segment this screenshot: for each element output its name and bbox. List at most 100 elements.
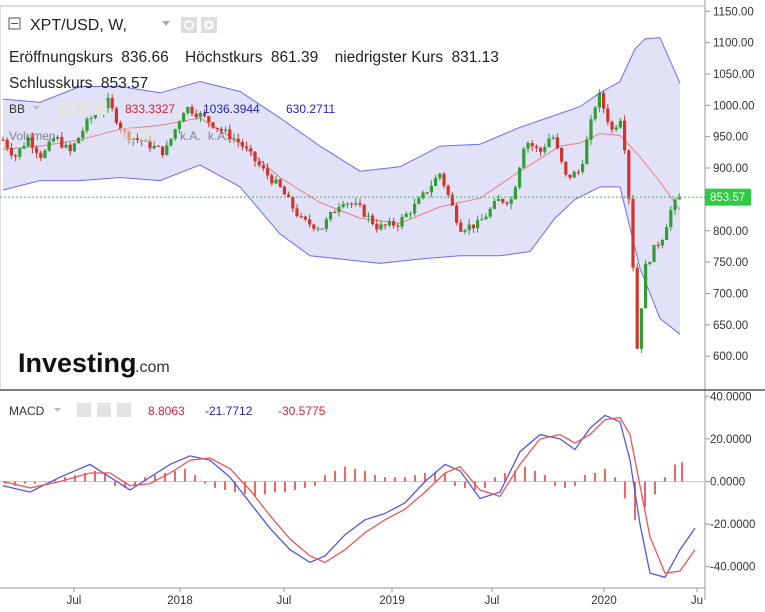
macd-visibility-icon[interactable]: [77, 403, 91, 417]
volume-value-1: k.A.: [180, 129, 201, 143]
low-value: 831.13: [451, 49, 498, 66]
macd-dropdown-icon[interactable]: [54, 408, 61, 412]
candle-body: [635, 267, 639, 349]
collapse-toggle-icon[interactable]: [8, 17, 21, 30]
macd-hist-bar: [274, 481, 276, 493]
candle-body: [341, 204, 345, 207]
candle-body: [148, 139, 152, 149]
candle-body: [60, 137, 64, 148]
candle-body: [161, 146, 165, 155]
macd-hist-bar: [264, 481, 266, 495]
macd-tick-label: -20.0000: [710, 519, 755, 531]
macd-hist-bar: [604, 468, 606, 482]
candle-body: [308, 219, 312, 225]
candle-body: [261, 165, 265, 169]
investing-watermark: Investing .com: [18, 348, 170, 378]
candle-body: [551, 137, 555, 139]
price-tick-label: 900.00: [713, 163, 748, 175]
candle-body: [417, 198, 421, 204]
time-tick-label: Jul: [277, 595, 292, 607]
candle-body: [392, 221, 396, 226]
macd-signal-line: [2, 416, 696, 574]
close-value: 853.57: [101, 75, 148, 92]
macd-hist-bar: [44, 481, 46, 483]
candle-body: [114, 108, 118, 123]
bollinger-middle-line: [2, 117, 681, 224]
candle-body: [463, 230, 467, 232]
macd-hist-bar: [674, 464, 676, 482]
bb-dropdown-icon[interactable]: [33, 106, 40, 110]
time-tick-label: Jul: [485, 595, 500, 607]
volume-remove-icon[interactable]: [140, 128, 154, 142]
macd-signal-value: -21.7712: [205, 404, 253, 418]
candle-body: [677, 197, 681, 200]
macd-remove-icon[interactable]: [117, 403, 131, 417]
candle-body: [442, 173, 446, 186]
macd-hist-bar: [134, 481, 136, 486]
last-price-label: 853.57: [710, 192, 745, 204]
macd-hist-bar: [244, 481, 246, 495]
candle-body: [18, 148, 22, 157]
symbol-dropdown-icon[interactable]: [162, 21, 170, 26]
candle-body: [539, 147, 543, 152]
visibility-icon[interactable]: [181, 17, 197, 33]
price-tick-label: 650.00: [713, 320, 748, 332]
candle-body: [324, 219, 328, 229]
candlestick-series: [1, 89, 681, 353]
candle-body: [211, 122, 215, 128]
candle-body: [572, 171, 576, 178]
volume-settings-icon[interactable]: [120, 128, 134, 142]
candle-body: [236, 138, 240, 143]
candle-body: [350, 203, 354, 205]
macd-hist-bar: [74, 475, 76, 482]
candle-body: [253, 151, 257, 162]
bb-visibility-icon[interactable]: [57, 101, 71, 115]
candle-body: [602, 93, 606, 109]
macd-hist-bar: [294, 481, 296, 490]
macd-hist-bar: [94, 470, 96, 482]
bb-legend-name: BB: [9, 102, 25, 116]
time-axis-ticks: Jul 2018 Jul 2019 Jul 2020 Ju: [67, 588, 703, 607]
open-label: Eröffnungskurs: [9, 49, 113, 66]
candle-body: [194, 113, 198, 117]
svg-text:Eröffnungskurs 836.66: Eröffnungskurs 836.66 Höchstkurs 861.39 …: [9, 49, 499, 66]
bollinger-lower-line: [2, 164, 681, 335]
candle-body: [9, 148, 13, 156]
candle-body: [505, 202, 509, 204]
candle-body: [383, 224, 387, 226]
bb-settings-icon[interactable]: [75, 101, 89, 115]
candle-body: [22, 146, 26, 149]
macd-hist-bar: [194, 475, 196, 482]
settings-gear-icon[interactable]: [201, 17, 217, 33]
candle-body: [413, 203, 417, 214]
macd-hist-bar: [204, 481, 206, 484]
bb-remove-icon[interactable]: [93, 101, 107, 115]
candle-body: [312, 224, 316, 229]
candle-body: [232, 138, 236, 140]
candle-body: [526, 143, 530, 149]
macd-hist-bar: [214, 481, 216, 488]
price-tick-label: 600.00: [713, 351, 748, 363]
macd-hist-bar: [364, 470, 366, 482]
candle-body: [471, 224, 475, 229]
macd-hist-bar: [234, 481, 236, 493]
candle-body: [203, 112, 207, 117]
macd-hist-bar: [354, 468, 356, 482]
candle-body: [177, 121, 181, 130]
macd-hist-bar: [414, 475, 416, 482]
candle-body: [597, 93, 601, 108]
macd-settings-icon[interactable]: [97, 403, 111, 417]
candle-body: [85, 118, 89, 131]
candle-body: [476, 220, 480, 229]
candle-body: [660, 240, 664, 246]
macd-hist-bar: [24, 481, 26, 484]
candle-body: [484, 216, 488, 220]
candle-body: [656, 244, 660, 246]
candle-body: [257, 161, 261, 166]
time-tick-label: 2019: [379, 595, 405, 607]
macd-hist-bar: [574, 481, 576, 486]
candle-body: [673, 199, 677, 210]
candle-body: [631, 198, 635, 268]
candle-body: [119, 122, 123, 130]
